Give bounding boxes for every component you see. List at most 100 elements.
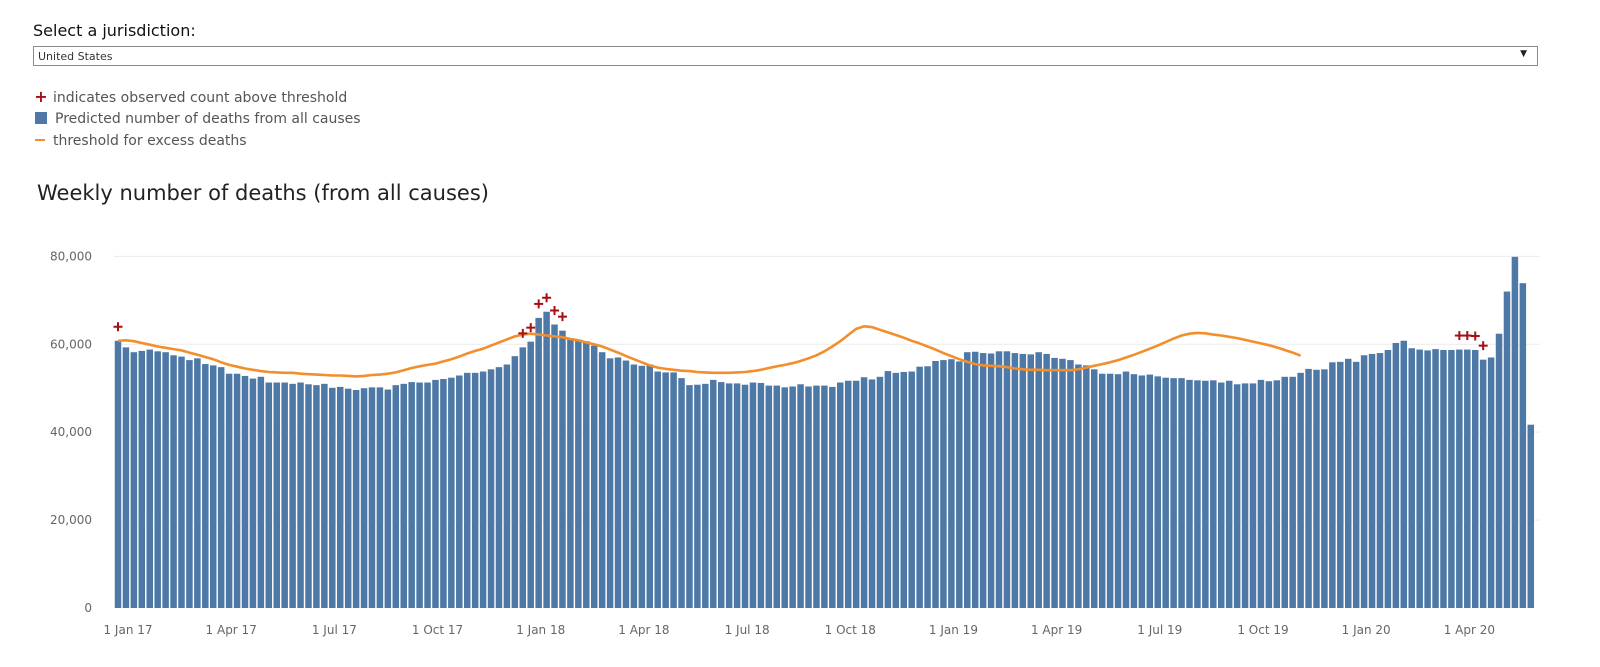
- y-tick-label: 0: [84, 601, 92, 615]
- dropdown-arrow-icon[interactable]: ▼: [1520, 49, 1527, 59]
- jurisdiction-select[interactable]: United States ▼: [33, 46, 1538, 66]
- bar: [1003, 351, 1011, 608]
- bar: [757, 382, 765, 608]
- bar: [829, 386, 836, 608]
- bar: [733, 383, 741, 608]
- bar: [702, 383, 709, 608]
- bar: [209, 365, 217, 608]
- x-tick-label: 1 Jan 19: [929, 623, 978, 637]
- bar: [606, 358, 614, 608]
- bar: [1202, 380, 1209, 608]
- bar: [1376, 353, 1384, 608]
- line-swatch-icon: [35, 139, 45, 141]
- x-tick-label: 1 Jan 20: [1342, 623, 1391, 637]
- y-tick-label: 40,000: [50, 425, 92, 439]
- bar: [694, 384, 701, 608]
- bar: [1178, 378, 1185, 608]
- bar: [876, 376, 884, 608]
- bar: [249, 378, 257, 608]
- bar: [710, 379, 717, 608]
- bar: [1035, 352, 1042, 608]
- bar: [868, 379, 876, 608]
- above-threshold-marker: [1470, 331, 1480, 341]
- bar: [1138, 375, 1146, 608]
- bar: [717, 382, 725, 608]
- bar: [908, 371, 915, 608]
- bar: [170, 355, 177, 608]
- bar: [1091, 369, 1098, 608]
- y-tick-label: 80,000: [50, 249, 92, 263]
- bar-swatch-icon: [35, 112, 47, 124]
- bar: [225, 373, 233, 608]
- bar: [281, 382, 288, 608]
- bar: [1344, 358, 1352, 608]
- bar: [559, 330, 566, 608]
- bar: [376, 387, 384, 608]
- bar: [725, 383, 733, 608]
- bar: [463, 372, 471, 608]
- x-tick-label: 1 Apr 18: [618, 623, 669, 637]
- bar: [837, 382, 844, 608]
- bar: [1043, 353, 1050, 608]
- bar: [590, 345, 598, 608]
- bar: [1368, 353, 1376, 608]
- bar: [384, 389, 392, 608]
- bar: [1162, 377, 1169, 608]
- bar: [1233, 384, 1241, 608]
- bar: [1440, 349, 1447, 608]
- x-tick-label: 1 Oct 18: [825, 623, 876, 637]
- bar: [1392, 342, 1400, 608]
- bar: [217, 367, 225, 608]
- x-tick-label: 1 Apr 19: [1031, 623, 1082, 637]
- bar: [241, 375, 249, 608]
- bar: [194, 358, 201, 608]
- bar: [805, 386, 812, 608]
- legend-predicted-label: Predicted number of deaths from all caus…: [55, 111, 361, 127]
- bar: [813, 385, 820, 608]
- bar: [971, 351, 979, 608]
- bar: [1384, 349, 1392, 608]
- bar: [1011, 353, 1019, 608]
- bar: [1170, 378, 1177, 608]
- bar: [781, 387, 788, 608]
- bar: [924, 366, 931, 608]
- bar: [852, 380, 860, 608]
- bar: [416, 382, 423, 608]
- bar: [892, 372, 900, 608]
- bar: [273, 382, 280, 608]
- bar: [1186, 379, 1193, 608]
- bar: [1456, 349, 1463, 608]
- bar: [797, 384, 804, 608]
- bar: [471, 372, 479, 608]
- bar: [987, 353, 995, 608]
- bar: [352, 389, 360, 608]
- bar: [900, 371, 908, 608]
- bar: [305, 384, 312, 608]
- bar: [186, 360, 193, 608]
- bar: [1289, 376, 1296, 608]
- above-threshold-marker: [534, 299, 544, 309]
- legend-above-threshold: + indicates observed count above threshol…: [33, 87, 347, 107]
- bar: [257, 376, 265, 608]
- bar: [456, 375, 463, 608]
- bar: [519, 347, 527, 608]
- bar: [1273, 380, 1281, 608]
- bar: [1154, 376, 1161, 608]
- bar: [1448, 349, 1455, 608]
- bar: [1281, 376, 1288, 608]
- bar: [1130, 374, 1138, 608]
- bar: [344, 388, 352, 608]
- bar: [400, 383, 407, 608]
- bar: [162, 352, 169, 608]
- bar: [408, 382, 415, 608]
- bar: [598, 352, 606, 608]
- bar: [495, 367, 503, 608]
- legend-predicted: Predicted number of deaths from all caus…: [33, 109, 361, 129]
- bar: [289, 383, 296, 608]
- bar: [1297, 372, 1304, 608]
- bar: [1027, 354, 1035, 608]
- bar: [821, 385, 828, 608]
- bar: [948, 359, 955, 608]
- bar: [686, 385, 693, 608]
- bar: [678, 378, 685, 608]
